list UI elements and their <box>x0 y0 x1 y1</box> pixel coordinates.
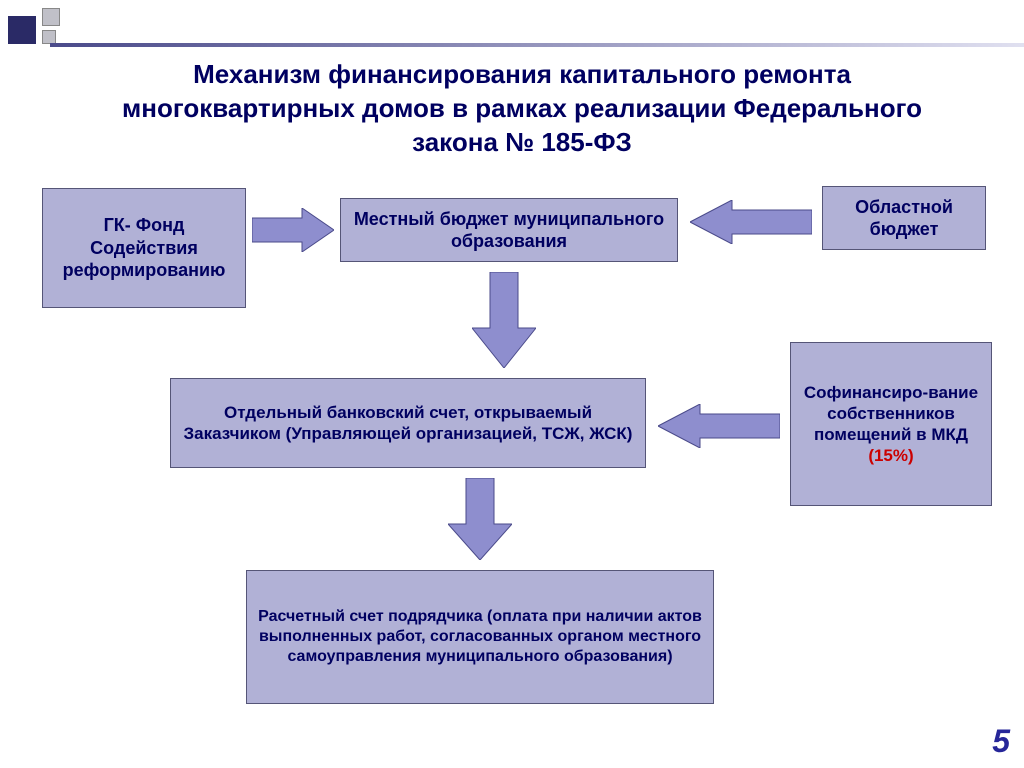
node-contractor: Расчетный счет подрядчика (оплата при на… <box>246 570 714 704</box>
node-regional-budget: Областной бюджет <box>822 186 986 250</box>
arrow-gk-to-local <box>252 208 334 252</box>
arrow-regional-to-local <box>690 200 812 244</box>
node-bank-account: Отдельный банковский счет, открываемый З… <box>170 378 646 468</box>
arrow-cofinance-to-bank <box>658 404 780 448</box>
cofinance-text: Софинансиро-вание собственников помещени… <box>804 383 978 445</box>
node-gk-fund: ГК- Фонд Содействия реформированию <box>42 188 246 308</box>
page-number: 5 <box>992 723 1010 760</box>
slide-title: Механизм финансирования капитального рем… <box>80 58 964 159</box>
arrow-bank-to-contractor <box>448 478 512 560</box>
corner-decoration <box>8 8 78 58</box>
node-local-budget: Местный бюджет муниципального образовани… <box>340 198 678 262</box>
cofinance-pct: (15%) <box>868 446 913 465</box>
node-cofinance: Софинансиро-вание собственников помещени… <box>790 342 992 506</box>
title-rule <box>50 43 1024 47</box>
arrow-local-to-bank <box>472 272 536 368</box>
